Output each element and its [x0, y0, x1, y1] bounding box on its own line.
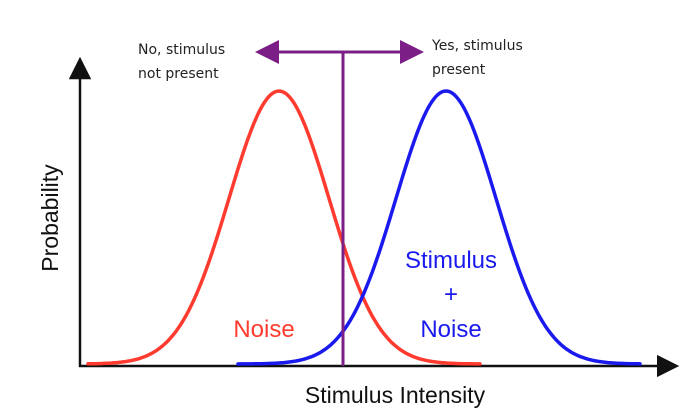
- yes-stimulus-label-line1: Yes, stimulus: [431, 38, 523, 54]
- no-stimulus-label-line1: No, stimulus: [138, 42, 225, 58]
- x-axis-label: Stimulus Intensity: [305, 382, 486, 408]
- noise-label: Noise: [233, 316, 294, 343]
- noise-curve: [86, 89, 482, 366]
- signal-noise-curve: [236, 89, 642, 366]
- no-stimulus-label-line2: not present: [138, 66, 219, 82]
- signal-label-line2: +: [444, 281, 458, 308]
- yes-stimulus-label-line2: present: [432, 62, 486, 78]
- signal-label-line1: Stimulus: [405, 247, 497, 274]
- y-axis-label: Probability: [37, 164, 63, 272]
- signal-label-line3: Noise: [420, 316, 481, 343]
